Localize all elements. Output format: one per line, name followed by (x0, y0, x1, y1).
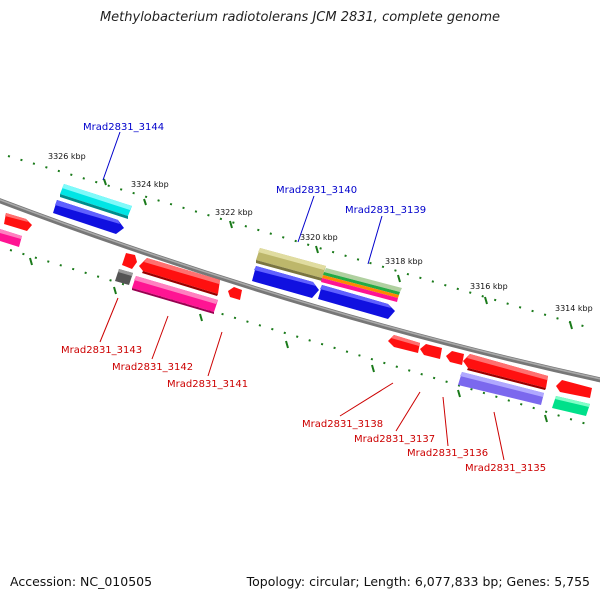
gene-label-3142[interactable]: Mrad2831_3142 (112, 362, 193, 373)
genome-backbone (0, 198, 600, 383)
gene-mrad2831-3138[interactable] (388, 335, 420, 353)
genome-summary-text: Topology: circular; Length: 6,077,833 bp… (246, 574, 590, 589)
gene-label-3144[interactable]: Mrad2831_3144 (83, 122, 164, 133)
gene-mrad2831-3135[interactable] (458, 372, 544, 405)
major-tick (397, 274, 401, 283)
genome-title: Methylobacterium radiotolerans JCM 2831,… (99, 10, 501, 25)
gene-red-arrow-right[interactable] (463, 354, 548, 390)
gene-label-3140[interactable]: Mrad2831_3140 (276, 185, 357, 196)
kbp-label-3320: 3320 kbp (300, 233, 338, 242)
gene-red-arrow-far-left[interactable] (4, 213, 32, 231)
gene-label-3135[interactable]: Mrad2831_3135 (465, 463, 546, 474)
gene-label-3141[interactable]: Mrad2831_3141 (167, 379, 248, 390)
gene-label-3143[interactable]: Mrad2831_3143 (61, 345, 142, 356)
gene-label-3139[interactable]: Mrad2831_3139 (345, 205, 426, 216)
major-tick (544, 414, 548, 423)
major-tick (103, 178, 107, 186)
major-tick (113, 286, 117, 295)
gene-label-3137[interactable]: Mrad2831_3137 (354, 434, 435, 445)
gene-label-3138[interactable]: Mrad2831_3138 (302, 419, 383, 430)
gene-red-arrow-3142[interactable] (139, 258, 220, 296)
genome-backbone-highlight (0, 198, 600, 380)
gene-label-3136[interactable]: Mrad2831_3136 (407, 448, 488, 459)
gene-magenta-far-left[interactable] (0, 229, 22, 247)
major-tick (199, 313, 203, 322)
major-tick (285, 340, 289, 349)
gene-green-far-right[interactable] (552, 396, 590, 416)
gene-mrad2831-3139-stack[interactable] (321, 268, 402, 302)
kbp-label-3314: 3314 kbp (555, 304, 593, 313)
major-tick (457, 389, 461, 398)
gene-mrad2831-3143[interactable] (115, 269, 133, 285)
gene-blue-arrow-mid2[interactable] (318, 285, 395, 319)
major-tick (371, 364, 375, 373)
callout-lines (99, 131, 505, 461)
gene-blue-arrow-mid1[interactable] (252, 266, 319, 298)
major-tick (484, 296, 488, 305)
gene-mrad2831-3141[interactable] (228, 287, 242, 300)
lower-scale (9, 249, 591, 426)
gene-red-arrow-far-right[interactable] (556, 380, 592, 398)
gene-small-red-left[interactable] (122, 253, 137, 269)
kbp-label-3318: 3318 kbp (385, 257, 423, 266)
upper-scale (7, 155, 591, 330)
gene-mrad2831-3144[interactable] (60, 184, 132, 219)
major-tick (143, 198, 147, 206)
gene-blue-arrow-left[interactable] (53, 200, 124, 234)
kbp-label-3326: 3326 kbp (48, 152, 86, 161)
gene-mrad2831-3136[interactable] (446, 351, 464, 365)
accession-text: Accession: NC_010505 (10, 574, 153, 589)
major-tick (229, 220, 233, 229)
major-tick (569, 321, 573, 330)
kbp-label-3324: 3324 kbp (131, 180, 169, 189)
major-tick (29, 257, 33, 266)
kbp-label-3322: 3322 kbp (215, 208, 253, 217)
major-tick (315, 245, 319, 254)
gene-mrad2831-3142[interactable] (132, 276, 218, 314)
kbp-label-3316: 3316 kbp (470, 282, 508, 291)
gene-mrad2831-3140[interactable] (256, 248, 326, 281)
gene-mrad2831-3137[interactable] (420, 344, 442, 359)
